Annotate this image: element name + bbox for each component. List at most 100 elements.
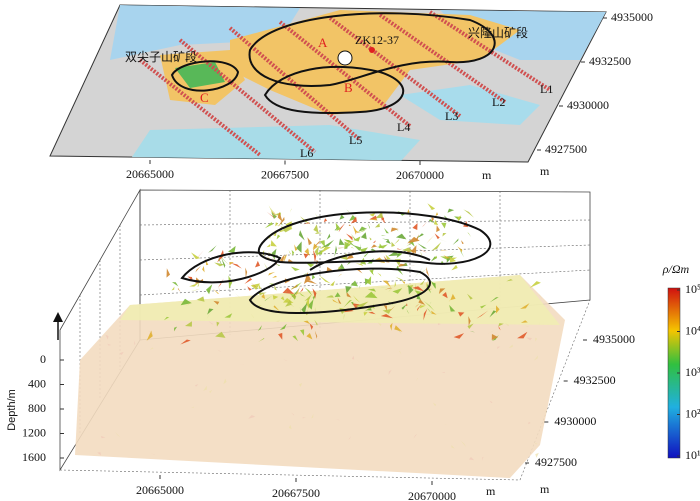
model-cell: [219, 320, 221, 327]
model-cell: [306, 333, 313, 340]
model-cell: [163, 316, 170, 321]
tick-label: 1600: [22, 450, 46, 464]
model-cell: [268, 271, 276, 276]
model-cell: [370, 244, 378, 248]
model-cell: [343, 313, 345, 321]
model-cell: [534, 442, 538, 445]
model-cell: [385, 239, 391, 245]
model-cell: [274, 286, 282, 288]
model-cell: [337, 297, 342, 305]
model-cell: [431, 310, 437, 315]
model-cell: [197, 281, 200, 287]
model-cell: [369, 269, 375, 276]
model-cell: [266, 243, 271, 248]
model-cell: [408, 248, 416, 257]
tick-label: 10⁵: [685, 282, 700, 296]
model-cell: [284, 253, 288, 263]
model-cell: [528, 421, 531, 425]
model-cell: [326, 233, 331, 240]
model-cell: [448, 299, 451, 303]
model-cell: [100, 435, 106, 439]
model-cell: [412, 286, 425, 292]
model-cell: [275, 222, 279, 227]
model-cell: [408, 284, 414, 295]
model-cell: [195, 265, 202, 273]
model-cell: [185, 321, 192, 327]
model-cell: [539, 321, 540, 325]
model-cell: [414, 355, 417, 358]
model-cell: [440, 249, 448, 251]
model-cell: [224, 313, 233, 318]
model-cell: [353, 245, 362, 251]
model-cell: [215, 331, 226, 338]
model-cell: [350, 216, 357, 224]
model-cell: [286, 225, 291, 230]
model-body: [75, 275, 565, 478]
model-cell: [370, 268, 374, 275]
model-cell: [468, 316, 471, 327]
model-cell: [300, 216, 311, 225]
model-cell: [304, 248, 310, 256]
model-cell: [346, 209, 353, 216]
model-cell: [208, 321, 214, 325]
line-label: L6: [300, 146, 313, 160]
model-cell: [271, 210, 278, 218]
model-cell: [318, 275, 331, 284]
model-cell: [288, 249, 292, 255]
model-cell: [489, 297, 499, 303]
model-cell: [147, 330, 154, 335]
model-cell: [447, 208, 455, 213]
model-cell: [334, 292, 341, 298]
model-cell: [345, 286, 352, 294]
model-cell: [107, 343, 112, 346]
model-cell: [332, 299, 340, 304]
model-cell: [218, 285, 220, 292]
model-cell: [498, 325, 501, 331]
model-cell: [195, 384, 199, 387]
model-cell: [312, 288, 317, 299]
model-cell: [299, 306, 301, 314]
model-cell: [312, 243, 318, 251]
model-cell: [449, 256, 457, 263]
model-cell: [270, 258, 279, 261]
model-cell: [303, 253, 309, 259]
model-cell: [381, 238, 389, 241]
ore-outlines: [180, 211, 492, 314]
model-cell: [280, 296, 285, 301]
model-cell: [355, 301, 369, 308]
model-cell: [441, 222, 447, 229]
model-cell: [304, 287, 313, 296]
model-cell: [414, 303, 420, 308]
model-cell: [436, 225, 440, 233]
model-cell: [544, 410, 547, 415]
tick-label: 0: [40, 352, 46, 366]
model-cell: [458, 312, 465, 317]
model-cell: [425, 279, 428, 289]
model-cell: [314, 245, 320, 257]
model-cell: [290, 284, 298, 291]
model-cell: [413, 434, 417, 439]
model-cell: [535, 337, 538, 342]
model-cell: [394, 325, 403, 332]
model-cell: [206, 312, 211, 320]
model-cell: [419, 305, 426, 309]
model-cell: [270, 207, 278, 217]
model-cell: [377, 322, 382, 326]
model-cell: [449, 304, 456, 312]
model-cell: [390, 227, 399, 232]
model-cell: [489, 310, 497, 318]
model-cell: [395, 233, 407, 240]
model-cell: [467, 323, 474, 330]
model-cell: [203, 385, 207, 391]
model-cell: [296, 241, 302, 253]
model-cell: [350, 301, 354, 306]
model-cell: [411, 245, 417, 254]
model-cell: [272, 275, 278, 278]
model-cell: [387, 301, 394, 306]
model-cell: [212, 288, 219, 295]
model-cell: [451, 445, 455, 449]
model-cell: [442, 292, 448, 299]
model-cell: [289, 293, 297, 300]
model-cell: [416, 233, 424, 239]
